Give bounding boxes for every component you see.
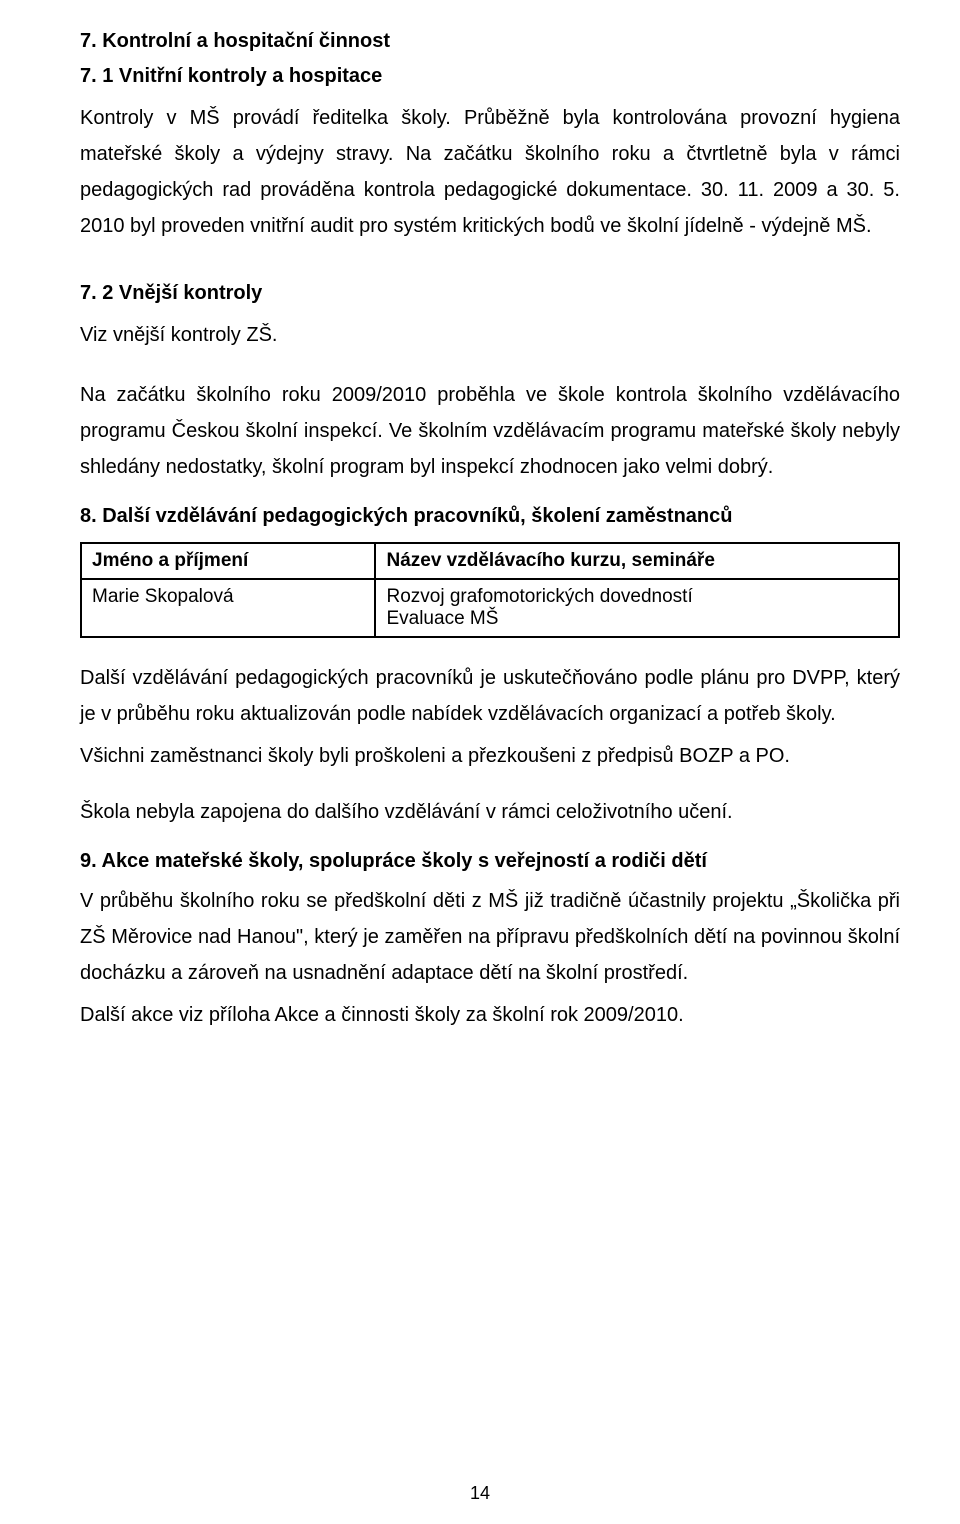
- section-9-paragraph-1: V průběhu školního roku se předškolní dě…: [80, 883, 900, 991]
- section-7-heading: 7. Kontrolní a hospitační činnost: [80, 30, 900, 53]
- section-7-2-heading: 7. 2 Vnější kontroly: [80, 282, 900, 305]
- page-container: 7. Kontrolní a hospitační činnost 7. 1 V…: [0, 0, 960, 1524]
- course-line-1: Rozvoj grafomotorických dovedností: [386, 586, 888, 608]
- section-7-1-paragraph: Kontroly v MŠ provádí ředitelka školy. P…: [80, 100, 900, 244]
- training-table: Jméno a příjmení Název vzdělávacího kurz…: [80, 542, 900, 638]
- section-9-heading: 9. Akce mateřské školy, spolupráce školy…: [80, 850, 900, 873]
- table-cell-course: Rozvoj grafomotorických dovedností Evalu…: [375, 579, 899, 637]
- section-9-paragraph-2: Další akce viz příloha Akce a činnosti š…: [80, 997, 900, 1033]
- section-7-2-paragraph-b: Na začátku školního roku 2009/2010 probě…: [80, 377, 900, 485]
- section-7-2-paragraph-a: Viz vnější kontroly ZŠ.: [80, 317, 900, 353]
- table-header-course: Název vzdělávacího kurzu, semináře: [375, 543, 899, 579]
- table-row: Marie Skopalová Rozvoj grafomotorických …: [81, 579, 899, 637]
- table-cell-name: Marie Skopalová: [81, 579, 375, 637]
- table-header-row: Jméno a příjmení Název vzdělávacího kurz…: [81, 543, 899, 579]
- course-line-2: Evaluace MŠ: [386, 608, 888, 630]
- page-number: 14: [0, 1483, 960, 1504]
- section-8-paragraph-1: Další vzdělávání pedagogických pracovník…: [80, 660, 900, 732]
- section-8-heading: 8. Další vzdělávání pedagogických pracov…: [80, 505, 900, 528]
- section-7-1-heading: 7. 1 Vnitřní kontroly a hospitace: [80, 65, 900, 88]
- section-8-paragraph-2: Všichni zaměstnanci školy byli proškolen…: [80, 738, 900, 774]
- table-header-name: Jméno a příjmení: [81, 543, 375, 579]
- section-8-paragraph-3: Škola nebyla zapojena do dalšího vzděláv…: [80, 794, 900, 830]
